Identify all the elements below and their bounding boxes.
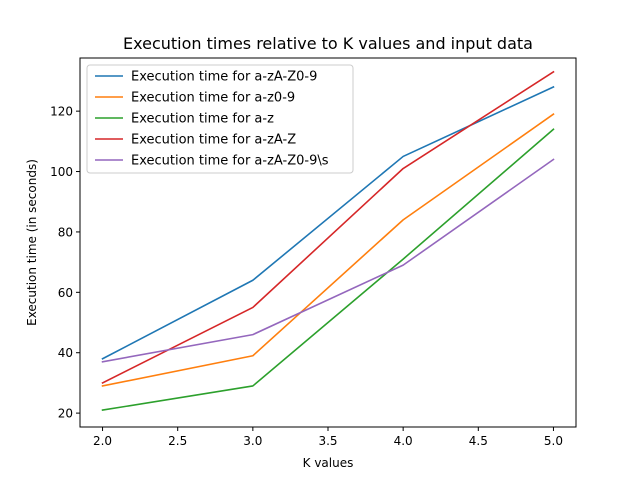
x-tick-label: 5.0 xyxy=(544,434,563,448)
y-tick-label: 20 xyxy=(58,407,73,421)
series-line-3 xyxy=(101,128,555,412)
chart-title: Execution times relative to K values and… xyxy=(123,34,533,53)
series-layer xyxy=(101,70,555,412)
legend-entry-3: Execution time for a-z xyxy=(95,112,274,127)
x-tick-label: 2.5 xyxy=(168,434,187,448)
legend-label: Execution time for a-zA-Z0-9 xyxy=(131,70,317,85)
y-tick-label: 120 xyxy=(50,105,73,119)
legend-entry-2: Execution time for a-z0-9 xyxy=(95,91,295,106)
x-tick-label: 3.5 xyxy=(318,434,337,448)
legend-label: Execution time for a-zA-Z xyxy=(131,133,296,148)
legend-entry-1: Execution time for a-zA-Z0-9 xyxy=(95,70,317,85)
x-tick-label: 4.0 xyxy=(394,434,413,448)
y-tick-label: 100 xyxy=(50,165,73,179)
series-line-5 xyxy=(101,158,555,363)
x-tick-label: 2.0 xyxy=(93,434,112,448)
series-line-1 xyxy=(101,85,555,360)
legend: Execution time for a-zA-Z0-9 Execution ti… xyxy=(86,64,354,174)
legend-box xyxy=(86,64,354,174)
legend-entry-5: Execution time for a-zA-Z0-9\s xyxy=(95,154,329,169)
y-axis-label: Execution time (in seconds) xyxy=(25,159,39,326)
series-line-4 xyxy=(101,70,555,384)
y-tick-label: 80 xyxy=(58,225,73,239)
x-tick-label: 3.0 xyxy=(243,434,262,448)
x-axis: 2.0 2.5 3.0 3.5 4.0 4.5 5.0 xyxy=(93,427,563,448)
legend-label: Execution time for a-zA-Z0-9\s xyxy=(131,154,329,169)
legend-label: Execution time for a-z xyxy=(131,112,274,127)
series-line-2 xyxy=(101,113,555,387)
legend-label: Execution time for a-z0-9 xyxy=(131,91,295,106)
y-axis: 20 40 60 80 100 120 xyxy=(50,105,80,421)
y-tick-label: 40 xyxy=(58,346,73,360)
x-axis-label: K values xyxy=(303,456,354,470)
legend-entry-4: Execution time for a-zA-Z xyxy=(95,133,296,148)
y-tick-label: 60 xyxy=(58,286,73,300)
x-tick-label: 4.5 xyxy=(469,434,488,448)
